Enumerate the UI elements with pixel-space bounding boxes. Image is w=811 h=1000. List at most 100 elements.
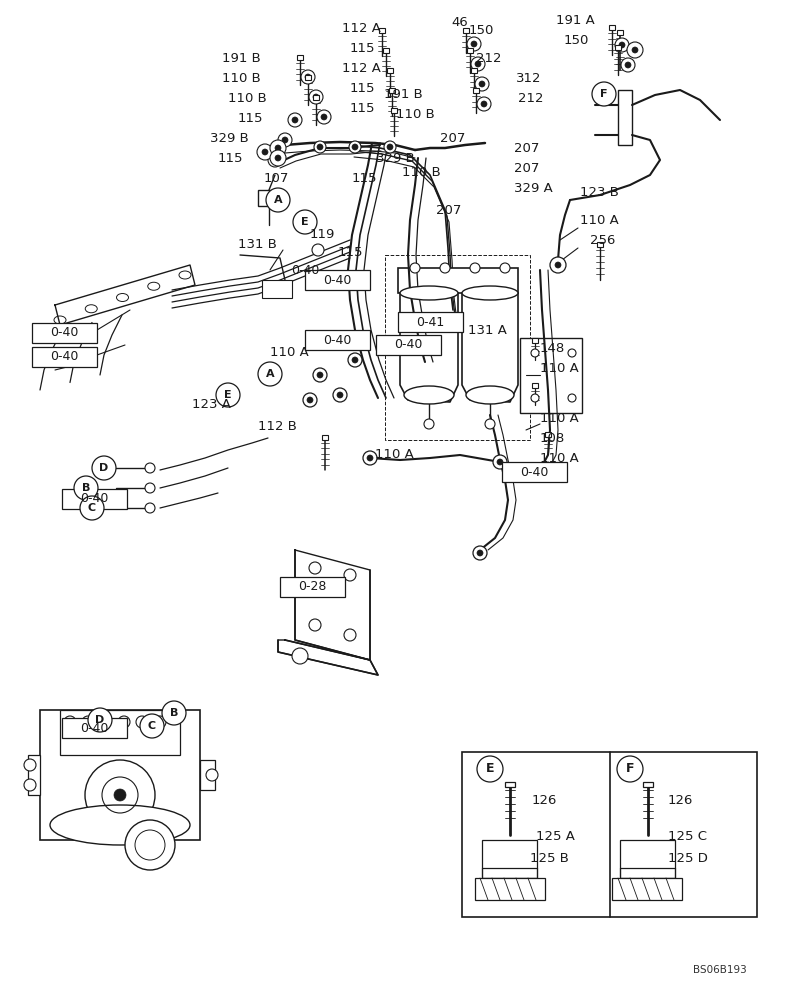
Text: 0-40: 0-40 [394, 338, 423, 352]
Circle shape [614, 38, 629, 52]
Bar [200, 760, 215, 790]
Text: 112 B: 112 B [258, 420, 297, 434]
Text: 123 A: 123 A [191, 398, 230, 412]
Bar [474, 878, 544, 900]
Text: 115: 115 [350, 41, 375, 54]
Circle shape [549, 257, 565, 273]
Bar [62, 718, 127, 738]
Circle shape [292, 648, 307, 664]
Circle shape [568, 349, 575, 357]
Text: B: B [82, 483, 90, 493]
Text: 191 A: 191 A [556, 13, 594, 26]
Circle shape [367, 455, 372, 461]
Circle shape [139, 714, 164, 738]
Bar [616, 30, 622, 35]
Circle shape [309, 619, 320, 631]
Text: 0-40: 0-40 [80, 722, 109, 734]
Text: 110 B: 110 B [401, 165, 440, 178]
Text: 0-40: 0-40 [290, 263, 319, 276]
Circle shape [480, 101, 487, 107]
Ellipse shape [466, 386, 513, 404]
Circle shape [320, 114, 327, 120]
Bar [28, 755, 40, 795]
Polygon shape [55, 265, 195, 325]
Circle shape [135, 716, 148, 728]
Bar [544, 432, 551, 437]
Circle shape [474, 61, 480, 67]
Bar [297, 55, 303, 60]
Circle shape [275, 145, 281, 151]
Text: 0-28: 0-28 [298, 580, 326, 593]
Circle shape [476, 97, 491, 111]
Bar [322, 435, 328, 440]
Circle shape [631, 47, 637, 53]
Circle shape [316, 372, 323, 378]
Circle shape [470, 57, 484, 71]
Circle shape [258, 362, 281, 386]
Circle shape [476, 756, 502, 782]
Circle shape [272, 157, 277, 163]
Text: 115: 115 [351, 172, 377, 184]
Circle shape [309, 562, 320, 574]
Circle shape [568, 394, 575, 402]
Circle shape [505, 836, 513, 844]
Circle shape [387, 144, 393, 150]
Bar [32, 323, 97, 343]
Text: 207: 207 [513, 161, 539, 174]
Circle shape [620, 58, 634, 72]
Bar [531, 383, 538, 388]
Circle shape [554, 262, 560, 268]
Bar [305, 75, 311, 80]
Text: 115: 115 [217, 151, 243, 164]
Circle shape [384, 141, 396, 153]
Polygon shape [294, 550, 370, 660]
Bar [262, 280, 292, 298]
Circle shape [410, 263, 419, 273]
Text: 207: 207 [436, 204, 461, 217]
Circle shape [496, 459, 502, 465]
Bar [305, 270, 370, 290]
Bar [462, 28, 469, 33]
Text: 329 B: 329 B [210, 131, 248, 144]
Text: 312: 312 [515, 72, 541, 85]
Bar [280, 577, 345, 597]
Circle shape [281, 137, 288, 143]
Bar [614, 45, 620, 50]
Circle shape [591, 82, 616, 106]
Text: E: E [301, 217, 308, 227]
Text: 0-40: 0-40 [50, 326, 79, 340]
Bar [466, 48, 473, 53]
Bar [531, 338, 538, 343]
Text: 148: 148 [539, 342, 564, 355]
Circle shape [24, 779, 36, 791]
Text: 110 B: 110 B [396, 108, 434, 121]
Text: D: D [95, 715, 105, 725]
Circle shape [337, 392, 342, 398]
Circle shape [154, 716, 165, 728]
Circle shape [275, 155, 281, 161]
Bar [620, 840, 674, 868]
Text: 110 A: 110 A [539, 361, 578, 374]
Circle shape [474, 77, 488, 91]
Bar [32, 347, 97, 367]
Circle shape [616, 756, 642, 782]
Bar [397, 312, 462, 332]
Text: F: F [625, 762, 633, 776]
Text: 110 A: 110 A [375, 448, 414, 462]
Text: 0-40: 0-40 [323, 273, 351, 286]
Circle shape [145, 503, 155, 513]
Circle shape [266, 188, 290, 212]
Circle shape [301, 70, 315, 84]
Circle shape [624, 62, 630, 68]
Text: 0-41: 0-41 [416, 316, 444, 328]
Bar [501, 462, 566, 482]
Circle shape [74, 476, 98, 500]
Text: 125 A: 125 A [535, 830, 574, 842]
Circle shape [125, 820, 175, 870]
Circle shape [344, 629, 355, 641]
Text: A: A [265, 369, 274, 379]
Bar [305, 330, 370, 350]
Text: 110 A: 110 A [539, 412, 578, 424]
Text: 119: 119 [310, 229, 335, 241]
Circle shape [92, 456, 116, 480]
